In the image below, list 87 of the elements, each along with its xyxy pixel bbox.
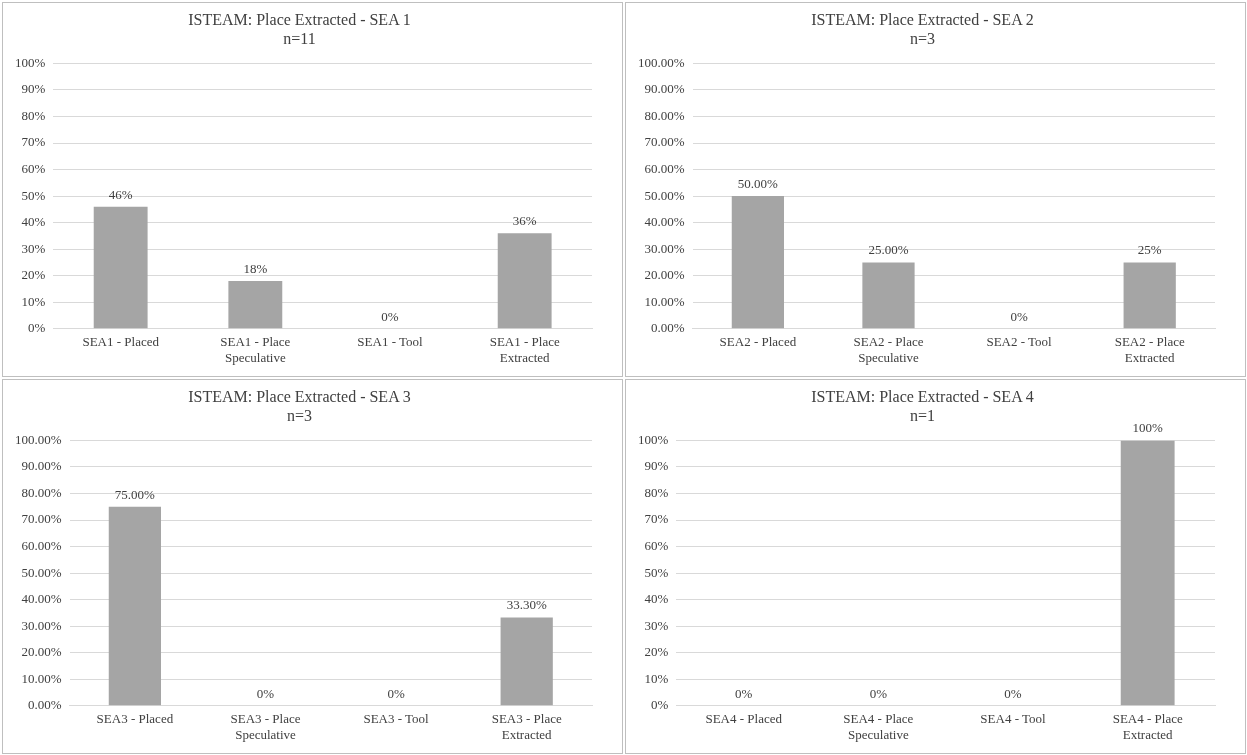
y-tick-label: 10%	[644, 670, 669, 686]
y-tick-label: 60.00%	[21, 537, 62, 553]
data-label: 0%	[869, 685, 888, 701]
y-tick-label: 40.00%	[21, 591, 62, 607]
x-tick-label: SEA4 - Tool	[980, 711, 1047, 727]
y-tick-label: 100.00%	[637, 54, 685, 70]
x-tick-label: SEA2 - Tool	[986, 334, 1053, 350]
x-tick-label: SEA2 - Place Speculative	[853, 334, 924, 365]
chart-subtitle: n=3	[909, 30, 936, 47]
y-tick-label: 10.00%	[644, 293, 685, 309]
y-tick-label: 0.00%	[650, 320, 685, 336]
y-tick-label: 30%	[644, 617, 669, 633]
y-tick-label: 50%	[21, 187, 46, 203]
y-tick-label: 70.00%	[21, 511, 62, 527]
data-label: 0%	[256, 685, 275, 701]
bar	[497, 233, 552, 329]
y-tick-label: 50%	[644, 564, 669, 580]
y-tick-label: 20.00%	[644, 267, 685, 283]
x-tick-label: SEA2 - Placed	[719, 334, 797, 350]
y-tick-label: 100%	[637, 431, 669, 447]
x-tick-label: SEA1 - Tool	[357, 334, 424, 350]
chart-title: ISTEAM: Place Extracted - SEA 4	[811, 387, 1034, 405]
y-tick-label: 50.00%	[644, 187, 685, 203]
chart-title: ISTEAM: Place Extracted - SEA 3	[188, 387, 411, 405]
y-tick-label: 30.00%	[21, 617, 62, 633]
x-tick-label: SEA1 - Placed	[82, 334, 160, 350]
bar	[93, 206, 148, 329]
y-tick-label: 0%	[27, 320, 46, 336]
y-tick-label: 40%	[21, 214, 46, 230]
data-label: 0%	[734, 685, 753, 701]
data-label: 33.30%	[506, 597, 547, 613]
y-tick-label: 40%	[644, 591, 669, 607]
x-tick-label: SEA3 - Place Speculative	[230, 711, 301, 742]
data-label: 0%	[387, 685, 405, 701]
x-tick-label: SEA1 - Place Extracted	[489, 334, 560, 365]
y-tick-label: 80.00%	[21, 484, 62, 500]
x-tick-label: SEA4 - Place Speculative	[843, 711, 914, 742]
data-label: 36%	[512, 213, 537, 229]
y-tick-label: 90%	[21, 81, 46, 97]
y-tick-label: 20.00%	[21, 644, 62, 660]
y-tick-label: 80%	[21, 107, 46, 123]
y-tick-label: 20%	[21, 267, 46, 283]
x-tick-label: SEA3 - Place Extracted	[491, 711, 562, 742]
y-tick-label: 0%	[650, 697, 669, 713]
y-tick-label: 70%	[644, 511, 669, 527]
data-label: 25%	[1137, 242, 1162, 258]
y-tick-label: 100.00%	[14, 431, 62, 447]
chart-title: ISTEAM: Place Extracted - SEA 2	[811, 10, 1034, 28]
bar	[228, 281, 283, 329]
chart-subtitle: n=1	[909, 407, 936, 424]
y-tick-label: 60%	[21, 160, 46, 176]
x-tick-label: SEA3 - Tool	[363, 711, 430, 727]
chart-subtitle: n=3	[286, 407, 313, 424]
y-tick-label: 60.00%	[644, 160, 685, 176]
data-label: 75.00%	[114, 486, 156, 502]
y-tick-label: 80%	[644, 484, 669, 500]
y-tick-label: 60%	[644, 537, 669, 553]
y-tick-label: 50.00%	[21, 564, 62, 580]
data-label: 0%	[1010, 308, 1028, 324]
x-tick-label: SEA4 - Place Extracted	[1112, 711, 1183, 742]
x-tick-label: SEA4 - Placed	[705, 711, 783, 727]
data-label: 100%	[1132, 420, 1163, 436]
data-label: 50.00%	[737, 176, 779, 192]
data-label: 0%	[1004, 685, 1022, 701]
data-label: 25.00%	[868, 242, 909, 258]
data-label: 18%	[243, 260, 268, 276]
x-tick-label: SEA2 - Place Extracted	[1114, 334, 1185, 365]
y-tick-label: 10%	[21, 293, 46, 309]
x-tick-label: SEA1 - Place Speculative	[220, 334, 291, 365]
y-tick-label: 70%	[21, 134, 46, 150]
data-label: 0%	[381, 308, 399, 324]
y-tick-label: 100%	[14, 54, 46, 70]
y-tick-label: 80.00%	[644, 107, 685, 123]
y-tick-label: 90.00%	[644, 81, 685, 97]
y-tick-label: 30%	[21, 240, 46, 256]
y-tick-label: 40.00%	[644, 214, 685, 230]
y-tick-label: 10.00%	[21, 670, 62, 686]
y-tick-label: 0.00%	[27, 697, 62, 713]
y-tick-label: 20%	[644, 644, 669, 660]
data-label: 46%	[108, 186, 133, 202]
y-tick-label: 90.00%	[21, 458, 62, 474]
y-tick-label: 70.00%	[644, 134, 685, 150]
x-tick-label: SEA3 - Placed	[96, 711, 174, 727]
chart-title: ISTEAM: Place Extracted - SEA 1	[188, 10, 411, 28]
y-tick-label: 90%	[644, 458, 669, 474]
y-tick-label: 30.00%	[644, 240, 685, 256]
chart-subtitle: n=11	[283, 30, 316, 47]
